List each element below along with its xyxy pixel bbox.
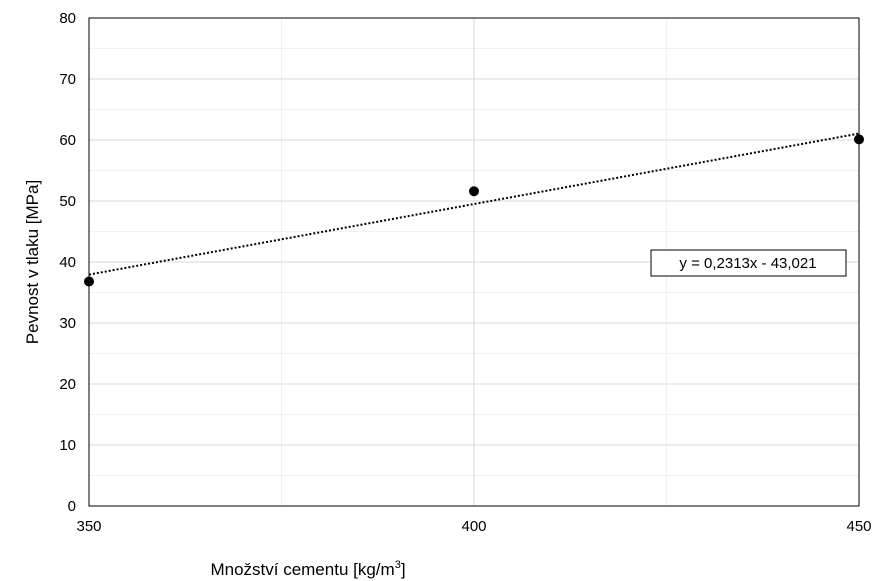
y-tick-labels: 0 10 20 30 40 50 60 70 80 [59,10,76,515]
x-axis-title-superscript: 3 [395,559,401,571]
data-point [854,134,864,145]
y-tick-label: 20 [59,376,76,393]
y-axis-title: Pevnost v tlaku [MPa] [23,180,42,344]
y-tick-label: 30 [59,315,76,332]
y-tick-label: 10 [59,437,76,454]
data-point [84,276,94,287]
x-axis-title-end: ] [401,560,406,579]
trendline-equation: y = 0,2313x - 43,021 [679,255,816,272]
x-tick-labels: 350 400 450 [76,518,871,535]
data-point [469,186,479,197]
y-tick-label: 0 [68,498,76,515]
y-tick-label: 70 [59,71,76,88]
y-tick-label: 40 [59,254,76,271]
trendline-group [88,132,860,276]
x-tick-label: 400 [461,518,486,535]
x-tick-label: 450 [846,518,871,535]
y-tick-label: 60 [59,132,76,149]
plot-area-frame [88,17,860,507]
y-tick-label: 50 [59,193,76,210]
y-tick-label: 80 [59,10,76,27]
data-points [84,134,864,287]
x-tick-label: 350 [76,518,101,535]
trendline [88,132,860,276]
trendline-equation-box: y = 0,2313x - 43,021 [650,249,847,277]
x-axis-title: Množství cementu [kg/m3] [210,559,405,579]
x-axis-title-main: Množství cementu [kg/m [210,560,394,579]
equation-box-frame [650,249,847,277]
